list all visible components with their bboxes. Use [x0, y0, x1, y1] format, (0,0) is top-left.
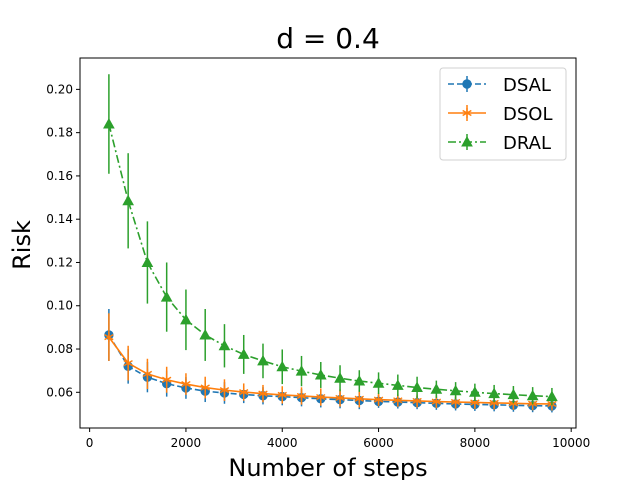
y-tick-label: 0.10	[46, 299, 73, 313]
data-point	[161, 374, 172, 385]
legend-entry-dral: DRAL	[448, 133, 551, 154]
data-point	[218, 339, 231, 351]
y-axis: 0.06 0.08 0.10 0.12 0.14 0.16 0.18 0.20	[46, 82, 80, 399]
data-point	[488, 387, 500, 399]
y-tick-label: 0.12	[46, 255, 73, 269]
y-tick-label: 0.14	[46, 212, 73, 226]
data-point	[141, 256, 154, 267]
data-point	[104, 332, 114, 343]
data-point	[257, 354, 269, 366]
legend-label: DSAL	[503, 75, 551, 96]
data-point	[372, 377, 385, 388]
x-tick-label: 8000	[460, 436, 491, 450]
data-point	[393, 395, 403, 406]
data-point	[180, 313, 192, 325]
data-point	[430, 383, 443, 394]
x-tick-label: 2000	[171, 436, 202, 450]
data-point	[354, 393, 364, 404]
data-point	[335, 392, 345, 403]
data-point	[353, 375, 366, 386]
legend-label: DRAL	[503, 133, 551, 154]
data-point	[237, 348, 250, 359]
data-point	[295, 365, 308, 376]
plot-area	[79, 57, 577, 429]
data-point	[142, 368, 153, 379]
data-point	[277, 389, 287, 400]
data-point	[219, 385, 230, 396]
legend-label: DSOL	[503, 104, 552, 125]
legend-marker	[462, 79, 472, 89]
data-point	[181, 379, 191, 390]
data-point	[373, 394, 384, 405]
data-point	[199, 328, 212, 340]
data-point	[546, 390, 558, 402]
legend: DSAL DSOL DRAL	[439, 67, 567, 161]
data-point	[103, 117, 115, 129]
data-point	[469, 386, 481, 397]
y-tick-label: 0.18	[46, 126, 73, 140]
x-tick-label: 4000	[267, 436, 298, 450]
x-axis-label: Number of steps	[228, 454, 427, 480]
x-tick-label: 10000	[552, 436, 590, 450]
x-tick-label: 6000	[363, 436, 394, 450]
series-line	[108, 336, 552, 405]
data-point	[507, 388, 520, 400]
series-layer	[103, 74, 558, 413]
data-point	[276, 360, 289, 372]
data-point	[122, 194, 135, 206]
x-axis: 0 2000 4000 6000 8000 10000	[86, 428, 590, 450]
x-tick-label: 0	[86, 436, 94, 450]
data-point	[239, 387, 249, 398]
chart-title: d = 0.4	[276, 22, 380, 55]
legend-entry-dsal: DSAL	[448, 75, 551, 96]
data-point	[314, 368, 327, 380]
data-point	[391, 379, 404, 390]
y-tick-label: 0.20	[46, 82, 73, 96]
data-point	[160, 291, 173, 302]
series-dral	[103, 74, 558, 406]
y-tick-label: 0.08	[46, 342, 73, 356]
y-tick-label: 0.16	[46, 169, 73, 183]
data-point	[296, 390, 307, 401]
legend-entry-dsol: DSOL	[448, 104, 552, 125]
data-point	[526, 389, 539, 401]
data-point	[411, 381, 423, 393]
data-point	[316, 392, 326, 403]
legend-marker	[461, 135, 473, 147]
series-dsol	[104, 313, 557, 411]
plot-frame	[79, 57, 577, 429]
legend-box	[439, 67, 567, 161]
data-point	[334, 372, 346, 383]
data-point	[200, 382, 210, 393]
y-axis-label: Risk	[8, 220, 36, 270]
legend-marker	[462, 108, 472, 118]
y-tick-label: 0.06	[46, 385, 73, 399]
data-point	[431, 396, 442, 407]
data-point	[258, 388, 268, 399]
data-point	[449, 384, 462, 396]
data-point	[123, 358, 133, 369]
